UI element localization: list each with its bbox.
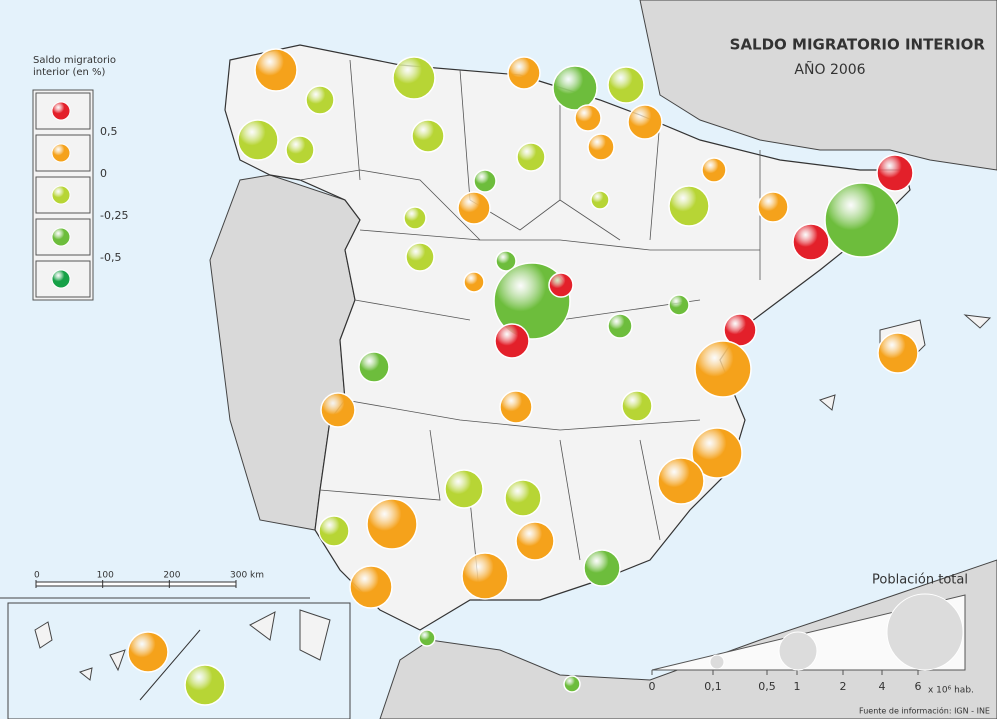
legend-label: -0,5 [100,251,121,264]
province-bubble [463,271,485,293]
province-bubble [418,629,436,647]
province-bubble [507,56,541,90]
legend-box [35,92,91,130]
province-bubble [504,479,542,517]
population-label: 0,5 [758,680,776,693]
scale-bar [35,581,237,587]
population-label: 1 [794,680,801,693]
province-bubble [254,48,298,92]
population-label: 0 [649,680,656,693]
province-bubble [516,142,546,172]
province-bubble [403,206,427,230]
province-bubble [184,664,226,706]
legend-box [35,218,91,256]
province-bubble [494,323,530,359]
province-bubble [305,85,335,115]
legend-label: 0,5 [100,125,118,138]
scale-label: 200 [163,571,180,581]
province-bubble [552,65,598,111]
title: SALDO MIGRATORIO INTERIOR [730,36,986,54]
province-bubble [358,351,390,383]
province-bubble [349,565,393,609]
province-bubble [583,549,621,587]
population-symbol [886,593,964,671]
province-bubble [461,552,509,600]
province-bubble [757,191,789,223]
population-symbol [709,654,725,670]
province-bubble [668,294,690,316]
population-label: 6 [915,680,922,693]
province-bubble [548,272,574,298]
legend-swatch [51,227,71,247]
province-bubble [495,250,517,272]
province-bubble [607,313,633,339]
province-bubble [792,223,830,261]
province-bubble [411,119,445,153]
scale-label: 0 [34,571,40,581]
source: Fuente de información: IGN - INE [859,706,990,716]
canary-inset [7,602,351,720]
province-bubble [392,56,436,100]
province-bubble [701,157,727,183]
province-bubble [587,133,615,161]
province-borders [299,169,481,241]
province-bubble [694,340,752,398]
legend-swatch [51,185,71,205]
population-title: Población total [872,573,968,588]
legend-box [35,176,91,214]
legend-title: Saldo migratorio [33,55,116,66]
population-label: 0,1 [704,680,722,693]
legend-swatch [51,101,71,121]
legend-title: interior (en %) [33,67,106,78]
spain [224,44,911,631]
legend-box [35,260,91,298]
france [639,0,997,171]
scale-label: 300 km [230,571,264,581]
population-label: 4 [879,680,886,693]
province-bubble [127,631,169,673]
africa [379,559,997,720]
province-bubble [285,135,315,165]
inset-divider [139,629,201,701]
province-bubble [563,675,581,693]
province-bubble [627,104,663,140]
population-label: 2 [840,680,847,693]
province-bubble [473,169,497,193]
province-bubble [320,392,356,428]
province-bubble [515,521,555,561]
province-bubble [457,191,491,225]
province-bubble [877,332,919,374]
province-bubble [657,457,705,505]
province-bubble [444,469,484,509]
province-bubble [691,427,743,479]
province-bubble [590,190,610,210]
population-symbol [778,631,818,671]
legend-label: 0 [100,167,107,180]
population-wedge [651,594,966,671]
province-bubble [621,390,653,422]
legend-label: -0,25 [100,209,128,222]
province-bubble [876,154,914,192]
scale-label: 100 [97,571,114,581]
province-bubble [318,515,350,547]
province-bubble [237,119,279,161]
subtitle: AÑO 2006 [794,61,865,78]
province-bubble [607,66,645,104]
province-bubble [824,182,900,258]
province-bubble [405,242,435,272]
islands [34,609,331,681]
province-bubble [499,390,533,424]
population-unit: x 10⁶ hab. [928,686,974,696]
legend-swatch [51,269,71,289]
province-bubble [574,104,602,132]
province-bubble [668,185,710,227]
legend-box [35,134,91,172]
province-bubble [366,498,418,550]
marks [127,48,919,706]
legend-swatch [51,143,71,163]
